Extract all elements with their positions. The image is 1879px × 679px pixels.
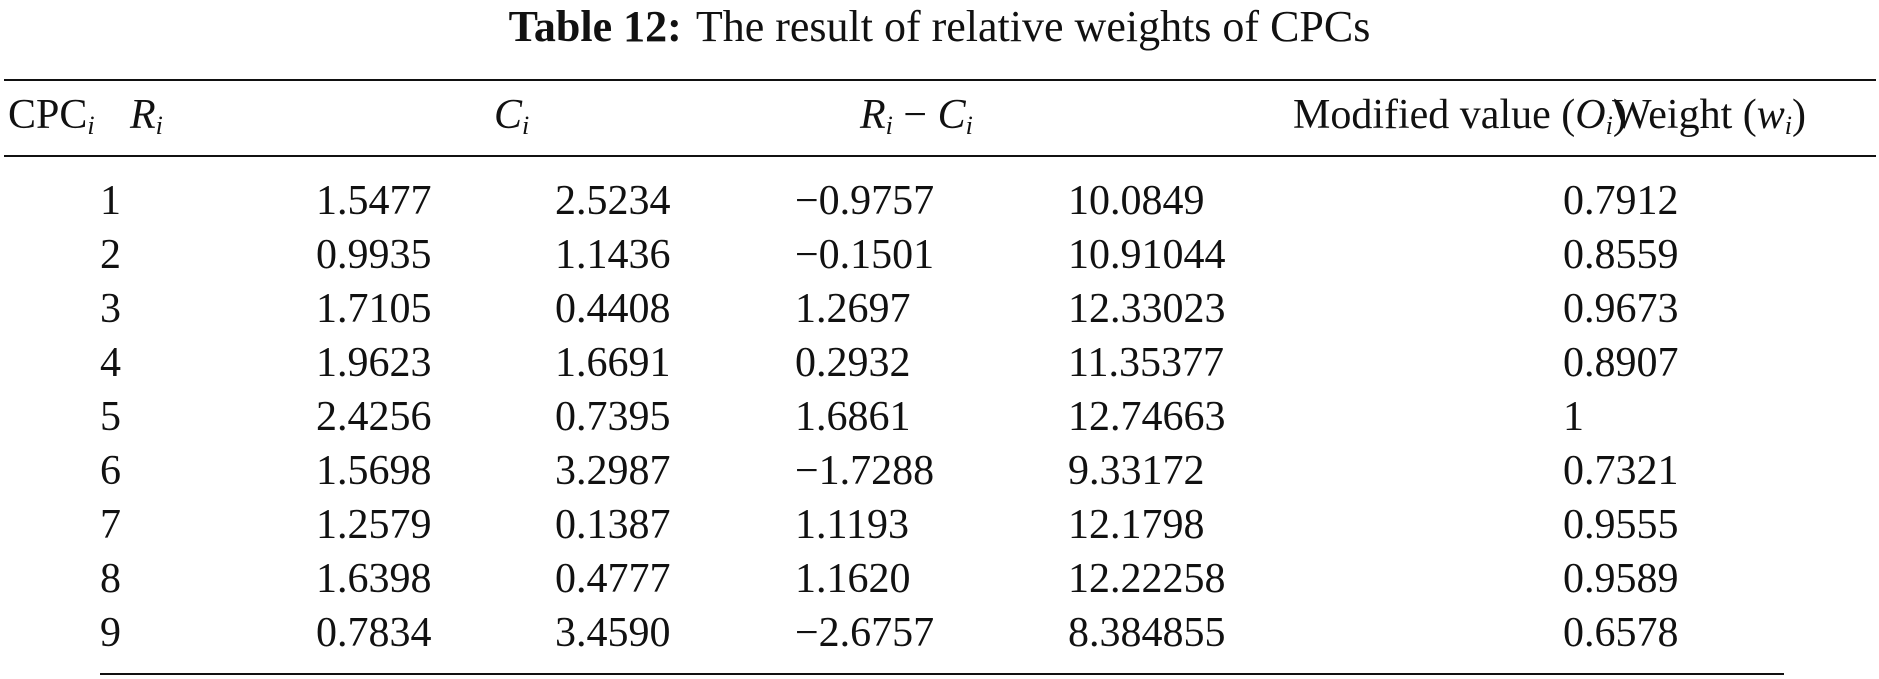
cell-c: 0.4408 (555, 286, 671, 332)
cell-r-minus-c: 1.6861 (795, 394, 911, 440)
table-top-rule (4, 79, 1876, 81)
cell-r-minus-c: −1.7288 (795, 448, 935, 494)
cell-cpc: 3 (100, 286, 121, 332)
cell-r-minus-c: 0.2932 (795, 340, 911, 386)
cell-weight: 1 (1563, 394, 1584, 440)
cell-c: 0.4777 (555, 556, 671, 602)
cell-r-minus-c: 1.1620 (795, 556, 911, 602)
column-header-weight: Weight (wi) (1612, 92, 1806, 140)
table-row: 9 0.7834 3.4590 −2.6757 8.384855 0.6578 (0, 606, 1879, 660)
table-row: 3 1.7105 0.4408 1.2697 12.33023 0.9673 (0, 282, 1879, 336)
cell-r: 1.2579 (316, 502, 432, 548)
cell-c: 1.6691 (555, 340, 671, 386)
cell-c: 0.7395 (555, 394, 671, 440)
cell-cpc: 1 (100, 178, 121, 224)
table-caption: Table 12: The result of relative weights … (0, 2, 1879, 52)
cell-cpc: 6 (100, 448, 121, 494)
cell-r: 1.6398 (316, 556, 432, 602)
cell-cpc: 4 (100, 340, 121, 386)
table-header-rule (4, 155, 1876, 157)
cell-modified-value: 8.384855 (1068, 610, 1226, 656)
cell-modified-value: 12.1798 (1068, 502, 1205, 548)
cell-weight: 0.9673 (1563, 286, 1679, 332)
cell-cpc: 2 (100, 232, 121, 278)
table-row: 4 1.9623 1.6691 0.2932 11.35377 0.8907 (0, 336, 1879, 390)
table-row: 2 0.9935 1.1436 −0.1501 10.91044 0.8559 (0, 228, 1879, 282)
cell-r: 1.7105 (316, 286, 432, 332)
cell-cpc: 8 (100, 556, 121, 602)
cell-r-minus-c: −0.9757 (795, 178, 935, 224)
column-header-r: Ri (130, 92, 163, 140)
table-row: 8 1.6398 0.4777 1.1620 12.22258 0.9589 (0, 552, 1879, 606)
cell-c: 3.2987 (555, 448, 671, 494)
cell-r-minus-c: −0.1501 (795, 232, 935, 278)
cell-modified-value: 9.33172 (1068, 448, 1205, 494)
cell-weight: 0.9589 (1563, 556, 1679, 602)
cell-r: 0.9935 (316, 232, 432, 278)
cell-modified-value: 12.74663 (1068, 394, 1226, 440)
table-row: 7 1.2579 0.1387 1.1193 12.1798 0.9555 (0, 498, 1879, 552)
cell-r: 1.5477 (316, 178, 432, 224)
cell-modified-value: 10.0849 (1068, 178, 1205, 224)
cell-weight: 0.8559 (1563, 232, 1679, 278)
cell-r-minus-c: 1.1193 (795, 502, 909, 548)
table-row: 1 1.5477 2.5234 −0.9757 10.0849 0.7912 (0, 174, 1879, 228)
table-row: 6 1.5698 3.2987 −1.7288 9.33172 0.7321 (0, 444, 1879, 498)
cell-modified-value: 10.91044 (1068, 232, 1226, 278)
cell-r: 2.4256 (316, 394, 432, 440)
cell-modified-value: 12.33023 (1068, 286, 1226, 332)
cell-cpc: 5 (100, 394, 121, 440)
table-row: 5 2.4256 0.7395 1.6861 12.74663 1 (0, 390, 1879, 444)
table-caption-label: Table 12: (508, 2, 682, 51)
cell-weight: 0.6578 (1563, 610, 1679, 656)
cell-weight: 0.7321 (1563, 448, 1679, 494)
column-header-c: Ci (494, 92, 530, 140)
cell-c: 1.1436 (555, 232, 671, 278)
cell-r: 1.5698 (316, 448, 432, 494)
table-bottom-rule (100, 673, 1784, 675)
cell-cpc: 7 (100, 502, 121, 548)
cell-r-minus-c: −2.6757 (795, 610, 935, 656)
cell-r: 1.9623 (316, 340, 432, 386)
cell-weight: 0.9555 (1563, 502, 1679, 548)
cell-r-minus-c: 1.2697 (795, 286, 911, 332)
cell-weight: 0.7912 (1563, 178, 1679, 224)
cell-cpc: 9 (100, 610, 121, 656)
cell-weight: 0.8907 (1563, 340, 1679, 386)
cell-r: 0.7834 (316, 610, 432, 656)
cell-modified-value: 12.22258 (1068, 556, 1226, 602)
cell-c: 0.1387 (555, 502, 671, 548)
cell-modified-value: 11.35377 (1068, 340, 1224, 386)
column-header-r-minus-c: Ri − Ci (860, 92, 973, 140)
column-header-cpc: CPCi (8, 92, 95, 140)
table-caption-text: The result of relative weights of CPCs (695, 2, 1371, 51)
cell-c: 2.5234 (555, 178, 671, 224)
column-header-modified-value: Modified value (Oi) (1293, 92, 1627, 140)
cell-c: 3.4590 (555, 610, 671, 656)
